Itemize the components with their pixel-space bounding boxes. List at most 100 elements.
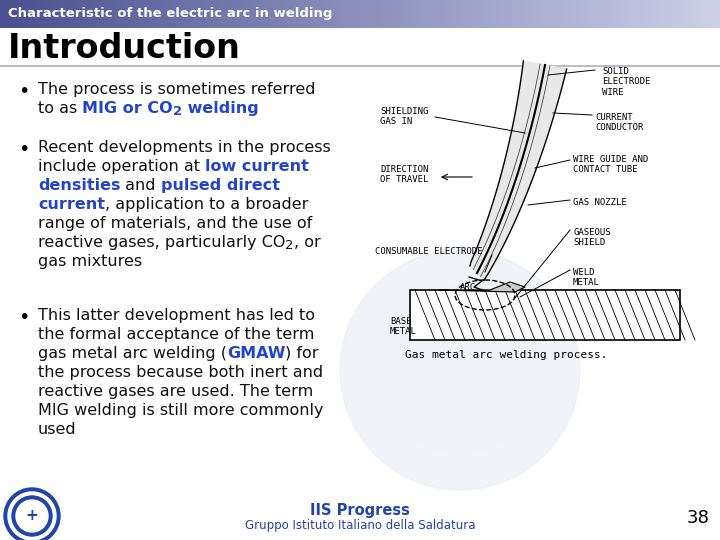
Bar: [174, 0, 175, 28]
Bar: [693, 0, 694, 28]
Bar: [601, 0, 602, 28]
Bar: [285, 0, 286, 28]
Circle shape: [4, 488, 60, 540]
Bar: [515, 0, 516, 28]
Bar: [63, 0, 64, 28]
Bar: [46, 0, 47, 28]
Bar: [71, 0, 72, 28]
Bar: [73, 0, 74, 28]
Bar: [0, 0, 1, 28]
Bar: [459, 0, 460, 28]
Bar: [514, 0, 515, 28]
Bar: [44, 0, 45, 28]
Bar: [694, 0, 695, 28]
Bar: [466, 0, 467, 28]
Bar: [496, 0, 497, 28]
Bar: [452, 0, 453, 28]
Bar: [567, 0, 568, 28]
Bar: [158, 0, 159, 28]
Bar: [271, 0, 272, 28]
Bar: [190, 0, 191, 28]
Bar: [463, 0, 464, 28]
Bar: [430, 0, 431, 28]
Text: gas mixtures: gas mixtures: [38, 254, 142, 269]
Bar: [561, 0, 562, 28]
Bar: [163, 0, 164, 28]
Bar: [119, 0, 120, 28]
Bar: [374, 0, 375, 28]
Bar: [555, 0, 556, 28]
Bar: [692, 0, 693, 28]
Bar: [357, 0, 358, 28]
Bar: [130, 0, 131, 28]
Bar: [481, 0, 482, 28]
Bar: [47, 0, 48, 28]
Bar: [560, 0, 561, 28]
Bar: [155, 0, 156, 28]
Bar: [591, 0, 592, 28]
Bar: [428, 0, 429, 28]
Bar: [184, 0, 185, 28]
Bar: [441, 0, 442, 28]
Bar: [547, 0, 548, 28]
Bar: [604, 0, 605, 28]
Bar: [263, 0, 264, 28]
Bar: [389, 0, 390, 28]
Bar: [102, 0, 103, 28]
Bar: [670, 0, 671, 28]
Bar: [321, 0, 322, 28]
Bar: [513, 0, 514, 28]
Bar: [304, 0, 305, 28]
Bar: [492, 0, 493, 28]
Bar: [594, 0, 595, 28]
Bar: [108, 0, 109, 28]
Bar: [308, 0, 309, 28]
Text: •: •: [18, 82, 30, 101]
Bar: [630, 0, 631, 28]
Bar: [697, 0, 698, 28]
Bar: [359, 0, 360, 28]
Bar: [519, 0, 520, 28]
Bar: [2, 0, 3, 28]
Bar: [640, 0, 641, 28]
Bar: [483, 0, 484, 28]
Bar: [657, 0, 658, 28]
Bar: [327, 0, 328, 28]
Text: •: •: [18, 308, 30, 327]
Bar: [162, 0, 163, 28]
Bar: [438, 0, 439, 28]
Bar: [634, 0, 635, 28]
Bar: [363, 0, 364, 28]
Bar: [442, 0, 443, 28]
Text: GMAW: GMAW: [227, 346, 285, 361]
Text: WELD
METAL: WELD METAL: [573, 268, 600, 287]
Bar: [473, 0, 474, 28]
Bar: [683, 0, 684, 28]
Bar: [39, 0, 40, 28]
Bar: [524, 0, 525, 28]
Bar: [92, 0, 93, 28]
Bar: [351, 0, 352, 28]
Bar: [620, 0, 621, 28]
Bar: [497, 0, 498, 28]
Bar: [625, 0, 626, 28]
Bar: [173, 0, 174, 28]
Bar: [495, 0, 496, 28]
Bar: [650, 0, 651, 28]
Bar: [379, 0, 380, 28]
Bar: [356, 0, 357, 28]
Bar: [269, 0, 270, 28]
Bar: [313, 0, 314, 28]
Bar: [7, 0, 8, 28]
Bar: [679, 0, 680, 28]
Bar: [42, 0, 43, 28]
Bar: [151, 0, 152, 28]
Bar: [516, 0, 517, 28]
Bar: [225, 0, 226, 28]
Bar: [489, 0, 490, 28]
Bar: [565, 0, 566, 28]
Bar: [698, 0, 699, 28]
Bar: [641, 0, 642, 28]
Text: DIRECTION
OF TRAVEL: DIRECTION OF TRAVEL: [380, 165, 428, 184]
Text: Gruppo Istituto Italiano della Saldatura: Gruppo Istituto Italiano della Saldatura: [245, 519, 475, 532]
